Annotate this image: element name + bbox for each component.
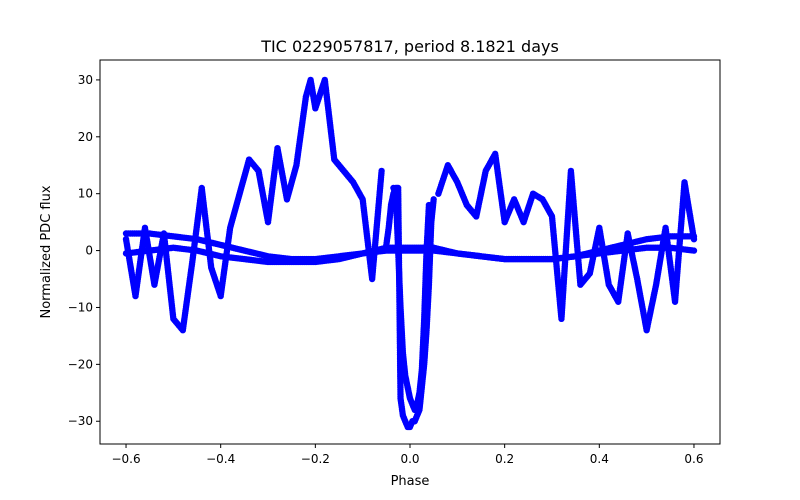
y-tick-label: −20: [68, 357, 93, 371]
x-tick-label: 0.6: [684, 452, 703, 466]
y-tick-label: 0: [85, 244, 93, 258]
y-tick-label: 30: [78, 73, 93, 87]
y-tick-label: −30: [68, 414, 93, 428]
y-tick-label: 20: [78, 130, 93, 144]
y-axis: −30 −20 −10 0 10 20 30: [68, 73, 100, 428]
series-flare-activity-left-: [122, 76, 385, 334]
x-tick-label: −0.4: [206, 452, 235, 466]
y-axis-label: Normalized PDC flux: [39, 185, 54, 318]
series-transit-secondary-track-: [390, 184, 433, 414]
x-tick-label: 0.4: [590, 452, 609, 466]
x-tick-label: 0.0: [400, 452, 419, 466]
x-tick-label: 0.2: [495, 452, 514, 466]
series-flare-activity-right-: [435, 150, 698, 334]
x-axis: −0.6 −0.4 −0.2 0.0 0.2 0.4 0.6: [111, 444, 704, 466]
data-point: [430, 196, 437, 203]
data-point: [378, 167, 385, 175]
data-point: [690, 247, 698, 254]
scatter-points: [122, 76, 698, 431]
data-point: [425, 201, 433, 209]
y-tick-label: −10: [68, 300, 93, 314]
y-tick-label: 10: [78, 187, 93, 201]
chart-title: TIC 0229057817, period 8.1821 days: [260, 37, 559, 56]
x-tick-label: −0.2: [301, 452, 330, 466]
data-point: [690, 236, 698, 243]
x-axis-label: Phase: [391, 474, 430, 489]
x-tick-label: −0.6: [111, 452, 140, 466]
